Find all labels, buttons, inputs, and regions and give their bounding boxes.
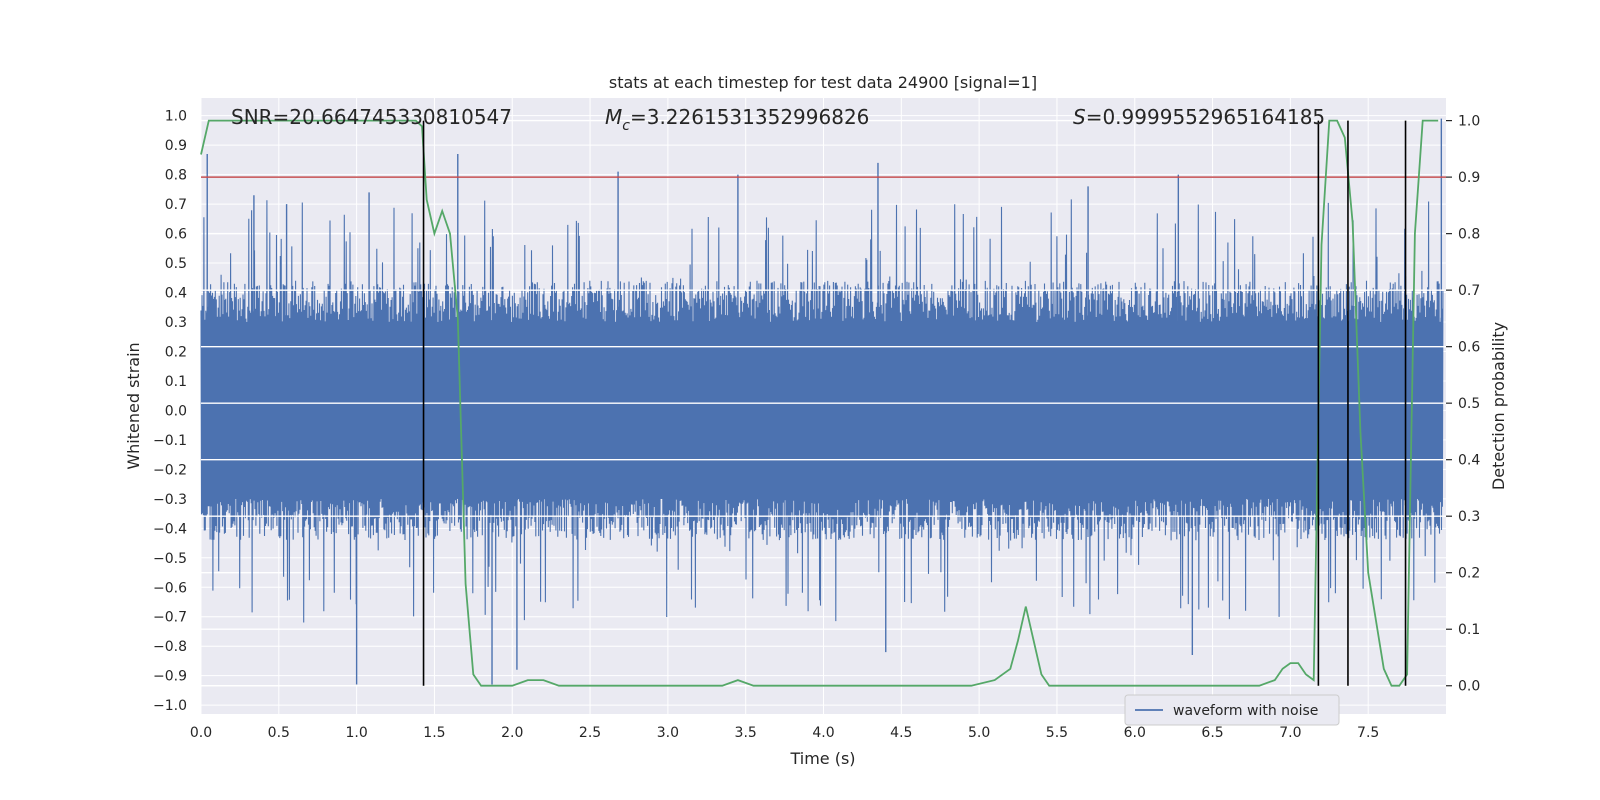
y-tick-label: −0.4	[153, 521, 187, 537]
x-tick-label: 1.5	[423, 725, 445, 741]
y2-tick-label: 0.9	[1458, 170, 1480, 186]
y-tick-label: 0.2	[165, 344, 187, 360]
y-tick-label: −0.1	[153, 433, 187, 449]
x-tick-label: 5.5	[1046, 725, 1068, 741]
waveform-series	[200, 118, 1446, 685]
legend: waveform with noise	[1124, 694, 1340, 726]
y-tick-label: 0.1	[165, 374, 187, 390]
x-tick-label: 2.5	[579, 725, 601, 741]
x-tick-label: 4.0	[812, 725, 834, 741]
y-tick-label: 0.7	[165, 197, 187, 213]
mc-symbol: M	[605, 105, 622, 129]
y2-tick-label: 0.4	[1458, 453, 1480, 469]
probability-series	[200, 119, 1439, 687]
x-tick-label: 2.0	[501, 725, 523, 741]
mc-subscript: c	[622, 118, 630, 134]
waveform-band	[201, 322, 1442, 499]
probability-line	[200, 119, 1439, 687]
y-tick-label: 0.8	[165, 168, 187, 184]
legend-label: waveform with noise	[1173, 703, 1318, 719]
x-tick-label: 5.0	[968, 725, 990, 741]
x-tick-label: 6.0	[1124, 725, 1146, 741]
y2-tick-label: 0.5	[1458, 396, 1480, 412]
y-axis-label: Whitened strain	[124, 342, 143, 469]
y-tick-label: 0.6	[165, 227, 187, 243]
y-axis-ticks: 1.0 0.9 0.8 0.7 0.6 0.5 0.4 0.3 0.2 0.1 0.0 −0.1 −0.…	[153, 109, 187, 714]
y2-tick-label: 0.2	[1458, 566, 1480, 582]
y-tick-label: 0.3	[165, 315, 187, 331]
x-tick-label: 3.5	[735, 725, 757, 741]
snr-annotation: SNR=20.664745330810547	[231, 105, 512, 129]
y-tick-label: 1.0	[165, 109, 187, 125]
mc-value: =3.2261531352996826	[630, 105, 869, 129]
x-axis-label: Time (s)	[789, 749, 855, 768]
y-tick-label: −0.6	[153, 580, 187, 596]
y-tick-label: 0.4	[165, 286, 187, 302]
x-tick-label: 7.5	[1357, 725, 1379, 741]
y2-axis-label: Detection probability	[1489, 322, 1508, 490]
y-tick-label: −0.7	[153, 610, 187, 626]
x-tick-label: 0.5	[268, 725, 290, 741]
y2-tick-label: 0.7	[1458, 283, 1480, 299]
s-value: =0.9999552965164185	[1086, 105, 1325, 129]
x-tick-label: 3.0	[657, 725, 679, 741]
x-tick-label: 1.0	[345, 725, 367, 741]
y2-tick-label: 0.0	[1458, 679, 1480, 695]
y-tick-label: −0.3	[153, 492, 187, 508]
y2-tick-label: 0.6	[1458, 340, 1480, 356]
vertical-lines	[422, 120, 1407, 686]
y-tick-label: −1.0	[153, 698, 187, 714]
x-tick-label: 4.5	[890, 725, 912, 741]
y-tick-label: 0.0	[165, 403, 187, 419]
y-tick-label: −0.2	[153, 462, 187, 478]
y-tick-label: 0.5	[165, 256, 187, 272]
x-tick-label: 6.5	[1201, 725, 1223, 741]
legend-box	[1124, 694, 1340, 726]
x-axis-ticks: 0.0 0.5 1.0 1.5 2.0 2.5 3.0 3.5 4.0 4.5 5.0 5.5 6.0 6…	[190, 725, 1379, 741]
s-annotation: S=0.9999552965164185	[1073, 105, 1325, 129]
y-tick-label: −0.5	[153, 551, 187, 567]
y2-tick-label: 0.1	[1458, 622, 1480, 638]
y2-tick-label: 1.0	[1458, 114, 1480, 130]
chart-title: stats at each timestep for test data 249…	[609, 73, 1037, 92]
x-tick-label: 7.0	[1279, 725, 1301, 741]
y2-tick-label: 0.3	[1458, 509, 1480, 525]
s-symbol: S	[1073, 105, 1086, 129]
y-tick-label: −0.9	[153, 669, 187, 685]
y2-axis-ticks: 1.0 0.9 0.8 0.7 0.6 0.5 0.4 0.3 0.2 0.1 0.0	[1446, 114, 1480, 695]
y2-tick-label: 0.8	[1458, 227, 1480, 243]
x-tick-label: 0.0	[190, 725, 212, 741]
mc-annotation: Mc=3.2261531352996826	[605, 105, 869, 134]
y-tick-label: 0.9	[165, 138, 187, 154]
y-tick-label: −0.8	[153, 639, 187, 655]
